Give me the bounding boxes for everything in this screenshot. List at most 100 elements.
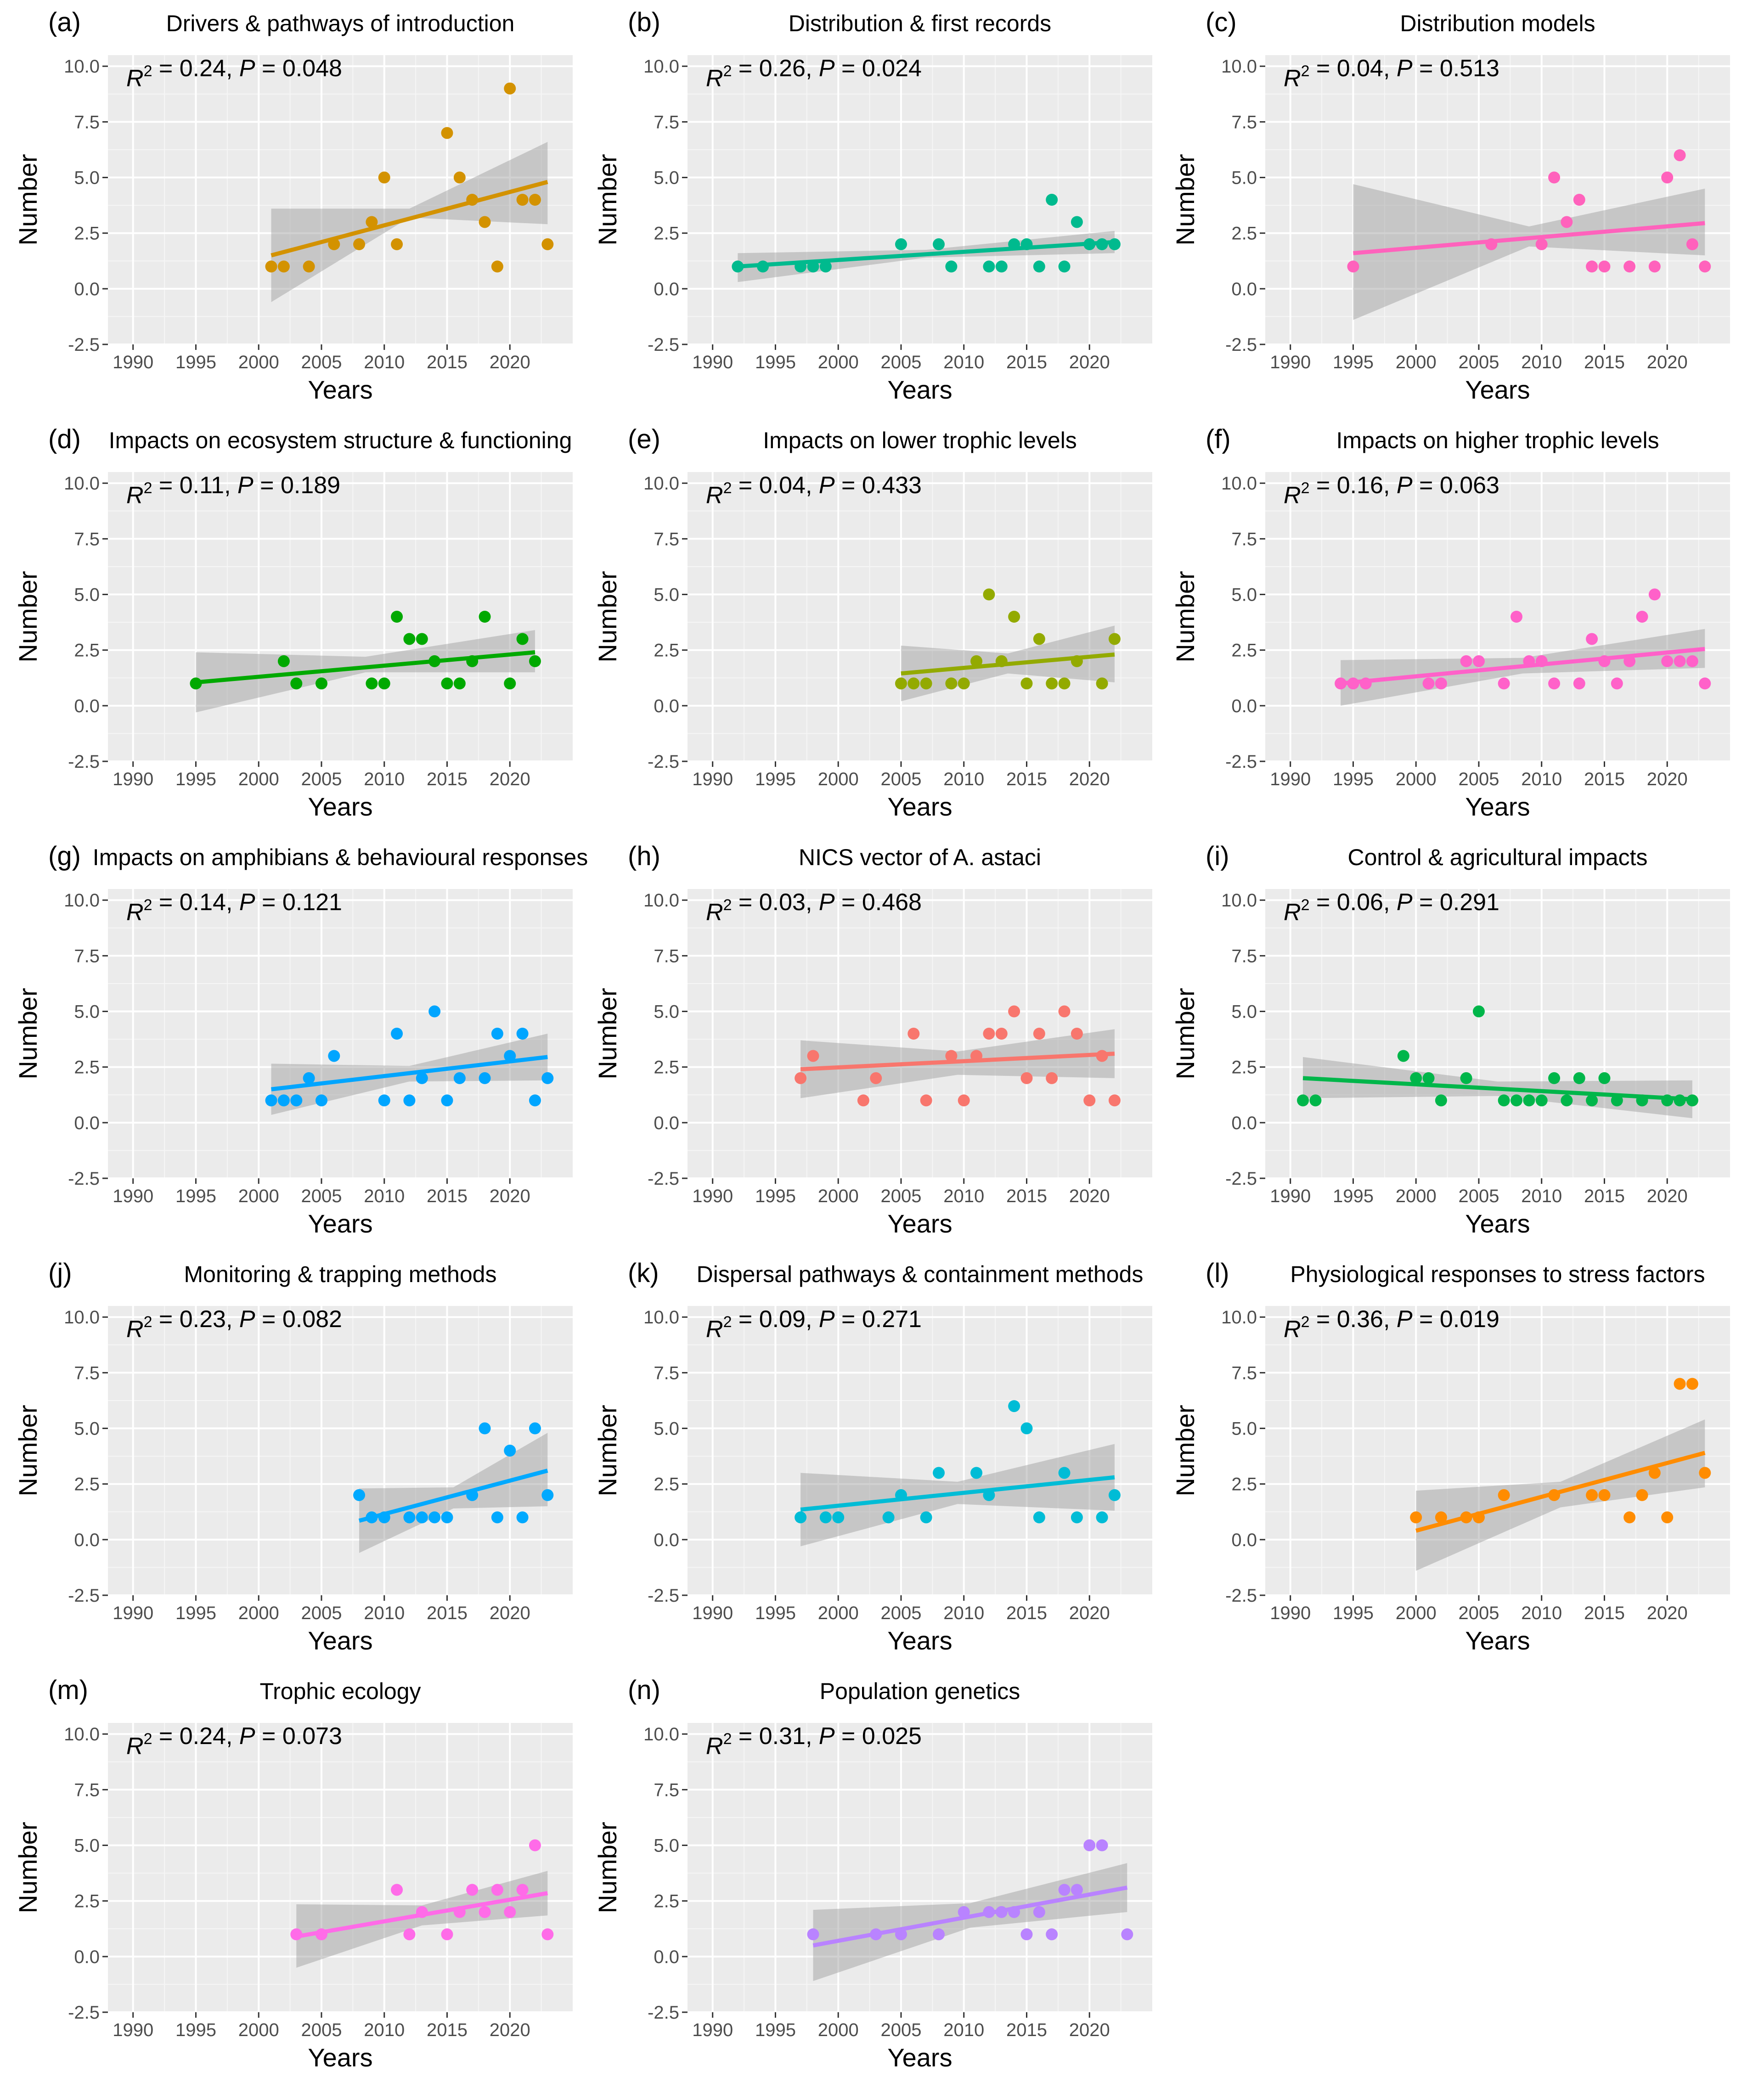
- data-point: [1347, 260, 1359, 273]
- x-tick-label: 2000: [1396, 1186, 1437, 1206]
- regression-line: [800, 1475, 1115, 1512]
- data-point: [807, 1928, 819, 1941]
- x-tick-label: 2010: [1521, 769, 1562, 789]
- data-point: [1623, 1511, 1636, 1524]
- stat-label: =: [1413, 472, 1440, 499]
- x-tick-label: 1995: [1333, 769, 1374, 789]
- stats-annotation: R2 = 0.03, P = 0.468: [706, 889, 922, 926]
- data-point: [1020, 1422, 1033, 1435]
- y-tick-label: 0.0: [74, 279, 100, 299]
- data-point: [882, 1511, 895, 1524]
- data-point: [983, 1028, 995, 1040]
- stat-value: 0.24: [180, 55, 226, 82]
- y-tick-label: 10.0: [64, 1724, 100, 1744]
- data-point: [1309, 1094, 1322, 1107]
- stat-label: R: [706, 1733, 723, 1760]
- x-tick-label: 2005: [1458, 1603, 1499, 1623]
- data-point: [958, 1094, 970, 1107]
- y-tick-label: -2.5: [1225, 335, 1257, 355]
- data-point: [757, 260, 769, 273]
- y-tick-label: 2.5: [1231, 1474, 1257, 1495]
- data-point: [1083, 1839, 1096, 1851]
- stat-value: 0.26: [759, 55, 806, 82]
- data-point: [1686, 238, 1698, 250]
- y-axis-title: Number: [13, 988, 42, 1079]
- data-point: [1523, 655, 1535, 667]
- x-tick-label: 2020: [490, 352, 530, 372]
- y-tick-label: 10.0: [1221, 473, 1257, 494]
- data-point: [807, 1050, 819, 1062]
- chart-panel-l: (l) Physiological responses to stress fac…: [1171, 1258, 1730, 1655]
- data-point: [1033, 1511, 1045, 1524]
- data-point: [1071, 216, 1083, 228]
- data-point: [529, 1839, 541, 1851]
- y-axis-title: Number: [1171, 1405, 1200, 1496]
- stat-label: P: [239, 55, 255, 82]
- data-point: [870, 1928, 882, 1941]
- plot-background: [108, 55, 573, 344]
- x-tick-label: 2015: [1006, 2020, 1047, 2040]
- data-point: [970, 655, 983, 667]
- data-point: [1008, 1005, 1020, 1018]
- x-tick-label: 1995: [755, 1186, 796, 1206]
- data-point: [1498, 1094, 1510, 1107]
- data-point: [479, 1906, 491, 1918]
- stat-label: 2: [144, 1313, 152, 1331]
- y-axis-title: Number: [13, 1405, 42, 1496]
- stat-label: ,: [1383, 55, 1397, 82]
- data-point: [277, 655, 290, 667]
- y-tick-label: 2.5: [654, 1891, 679, 1912]
- stat-label: =: [254, 472, 281, 499]
- stat-label: ,: [226, 1306, 239, 1333]
- stat-label: ,: [806, 1723, 819, 1750]
- data-point: [1699, 260, 1711, 273]
- x-tick-label: 1990: [1270, 1603, 1311, 1623]
- stat-label: P: [239, 1306, 255, 1333]
- data-point: [391, 1028, 403, 1040]
- chart-panel-d: (d) Impacts on ecosystem structure & func…: [13, 424, 573, 821]
- plot-background: [688, 1723, 1152, 2012]
- x-axis-title: Years: [308, 1209, 372, 1238]
- stat-label: =: [152, 472, 179, 499]
- x-tick-label: 2015: [1584, 1186, 1625, 1206]
- chart-panel-g: (g) Impacts on amphibians & behavioural r…: [13, 841, 588, 1238]
- stats-annotation: R2 = 0.09, P = 0.271: [706, 1306, 922, 1343]
- plot-background: [688, 55, 1152, 344]
- stat-label: R: [1284, 65, 1301, 92]
- y-tick-label: -2.5: [648, 1586, 679, 1606]
- x-tick-label: 2010: [943, 769, 984, 789]
- stat-label: 2: [144, 479, 152, 497]
- x-tick-label: 2005: [880, 2020, 921, 2040]
- y-tick-label: 2.5: [654, 1058, 679, 1078]
- data-point: [516, 1884, 529, 1896]
- data-point: [995, 655, 1008, 667]
- chart-panel-j: (j) Monitoring & trapping methods -2.5 0.0 2…: [13, 1258, 573, 1655]
- chart-panel-m: (m) Trophic ecology -2.5 0.0 2.5 5.0 7.5 10.0 19…: [13, 1675, 573, 2072]
- data-point: [1535, 1094, 1548, 1107]
- data-point: [1510, 1094, 1523, 1107]
- x-axis-title: Years: [887, 2043, 952, 2072]
- stat-value: 0.23: [180, 1306, 226, 1333]
- x-axis-title: Years: [1465, 375, 1530, 404]
- plot-background: [688, 472, 1152, 761]
- data-point: [466, 655, 479, 667]
- stat-label: P: [237, 472, 254, 499]
- stat-label: ,: [806, 1306, 819, 1333]
- data-point: [315, 677, 327, 690]
- confidence-band: [738, 231, 1115, 282]
- data-point: [1460, 1072, 1472, 1084]
- stats-annotation: R2 = 0.04, P = 0.433: [706, 472, 922, 509]
- data-point: [1699, 1467, 1711, 1479]
- x-tick-label: 2020: [490, 2020, 530, 2040]
- stat-label: =: [152, 1306, 179, 1333]
- data-point: [1033, 633, 1045, 645]
- x-tick-label: 2010: [943, 2020, 984, 2040]
- data-point: [1071, 1028, 1083, 1040]
- panel-letter: (l): [1206, 1258, 1229, 1288]
- data-point: [1046, 1072, 1058, 1084]
- data-point: [895, 1928, 907, 1941]
- data-point: [290, 677, 303, 690]
- x-tick-label: 2005: [301, 2020, 342, 2040]
- data-point: [453, 1072, 466, 1084]
- plot-background: [108, 1723, 573, 2012]
